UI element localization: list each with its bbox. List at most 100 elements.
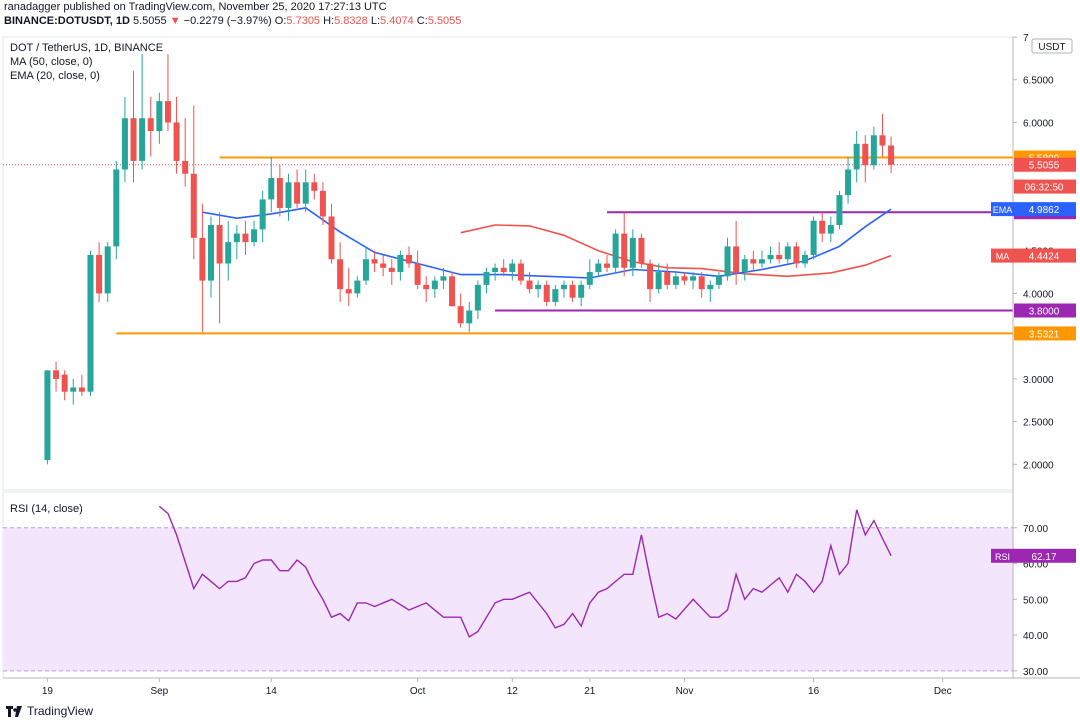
- price-tick-label: 7: [1023, 33, 1029, 44]
- candle: [509, 259, 516, 281]
- candle: [681, 272, 688, 285]
- candle: [647, 259, 654, 302]
- candle-body: [121, 118, 128, 170]
- candle: [276, 165, 283, 217]
- candle: [552, 284, 559, 307]
- candle: [96, 242, 103, 302]
- price-pane-frame: [2, 36, 1014, 491]
- price-tick-label: 2.5000: [1023, 418, 1054, 429]
- candle: [483, 267, 490, 294]
- candle-body: [70, 387, 77, 392]
- candle-body: [690, 276, 697, 281]
- ma-price-badge: [1014, 248, 1076, 263]
- candle: [319, 182, 326, 226]
- candle-body: [474, 284, 481, 311]
- price-tick-label: 3.0000: [1023, 375, 1054, 386]
- countdown-price-label: 06:32:50: [1025, 183, 1064, 194]
- candle: [423, 276, 430, 302]
- last-price-badge: [1014, 157, 1076, 172]
- candle: [380, 254, 387, 277]
- candles: [44, 54, 895, 465]
- rsi-legend[interactable]: RSI (14, close): [10, 503, 83, 515]
- candle-body: [802, 254, 808, 264]
- time-tick-label: Nov: [676, 686, 694, 697]
- candle-body: [827, 225, 834, 234]
- last-price: 5.5055: [132, 15, 167, 27]
- candle: [182, 118, 189, 187]
- candle-body: [784, 246, 791, 260]
- ohlc-line: BINANCE:DOTUSDT, 1D 5.5055 ▼ −0.2279 (−3…: [4, 14, 461, 28]
- candle: [836, 190, 843, 230]
- candle: [845, 156, 852, 204]
- candle: [758, 250, 765, 268]
- time-tick-label: 12: [507, 686, 519, 697]
- candle: [733, 220, 740, 285]
- candle-body: [681, 276, 688, 281]
- ma50-line: [460, 224, 892, 278]
- rsi-line: [158, 505, 892, 638]
- candle: [113, 160, 120, 260]
- candle-body: [750, 259, 757, 264]
- candle: [655, 263, 662, 294]
- legend-ma[interactable]: MA (50, close, 0): [10, 56, 93, 68]
- candle-body: [208, 225, 214, 281]
- candle: [629, 229, 636, 277]
- candle: [414, 250, 421, 290]
- candle: [285, 173, 292, 221]
- candle: [147, 96, 154, 157]
- ma-price-label: 4.4424: [1029, 252, 1060, 263]
- candle-body: [672, 276, 679, 285]
- candle: [827, 216, 834, 243]
- high-label: H:: [323, 15, 335, 27]
- candle-body: [715, 276, 722, 285]
- currency-badge: [1031, 38, 1073, 54]
- time-tick-label: 21: [584, 686, 596, 697]
- time-tick-label: 19: [42, 686, 54, 697]
- rsi-name-badge: [991, 548, 1014, 563]
- high-value: 5.8328: [334, 15, 368, 27]
- open-label: O:: [274, 15, 287, 27]
- close-value: 5.5055: [427, 15, 462, 27]
- candle-body: [199, 237, 206, 281]
- candle: [294, 169, 301, 208]
- candle-body: [380, 263, 387, 268]
- candle: [707, 280, 714, 302]
- low-label: L:: [370, 15, 381, 27]
- candle-body: [164, 101, 171, 123]
- candle: [371, 250, 378, 273]
- rsi-tick-label: 50.00: [1023, 595, 1048, 606]
- candle-body: [449, 276, 456, 307]
- candle-body: [853, 143, 860, 170]
- candle-body: [337, 259, 344, 290]
- candle: [862, 135, 869, 183]
- candle-body: [793, 246, 800, 264]
- price-tick-label: 6.5000: [1023, 76, 1054, 87]
- candle-body: [552, 289, 559, 302]
- candle: [535, 280, 542, 298]
- candle-body: [345, 289, 352, 294]
- candle-body: [466, 310, 473, 324]
- candle: [121, 96, 128, 183]
- candle-body: [707, 284, 714, 290]
- candle-body: [629, 237, 636, 268]
- candle-body: [733, 246, 740, 273]
- candle-body: [612, 233, 619, 268]
- rsi-tick-label: 40.00: [1023, 631, 1048, 642]
- legend-title[interactable]: DOT / TetherUS, 1D, BINANCE: [10, 42, 164, 54]
- rsi-value-label: 62.17: [1031, 552, 1056, 563]
- candle-body: [819, 220, 826, 234]
- level-badge: [1014, 326, 1076, 341]
- candle: [793, 242, 800, 268]
- ema-name-label: EMA: [993, 205, 1013, 215]
- open-value: 5.7305: [286, 15, 321, 27]
- candle: [216, 212, 223, 324]
- candle-body: [354, 280, 361, 294]
- candle: [164, 54, 171, 132]
- candle: [337, 242, 344, 302]
- candle-body: [259, 199, 266, 230]
- candle-body: [638, 237, 645, 264]
- horizontal-levels: [3, 156, 1013, 335]
- legend-ema[interactable]: EMA (20, close, 0): [10, 70, 100, 82]
- close-label: C:: [416, 15, 428, 27]
